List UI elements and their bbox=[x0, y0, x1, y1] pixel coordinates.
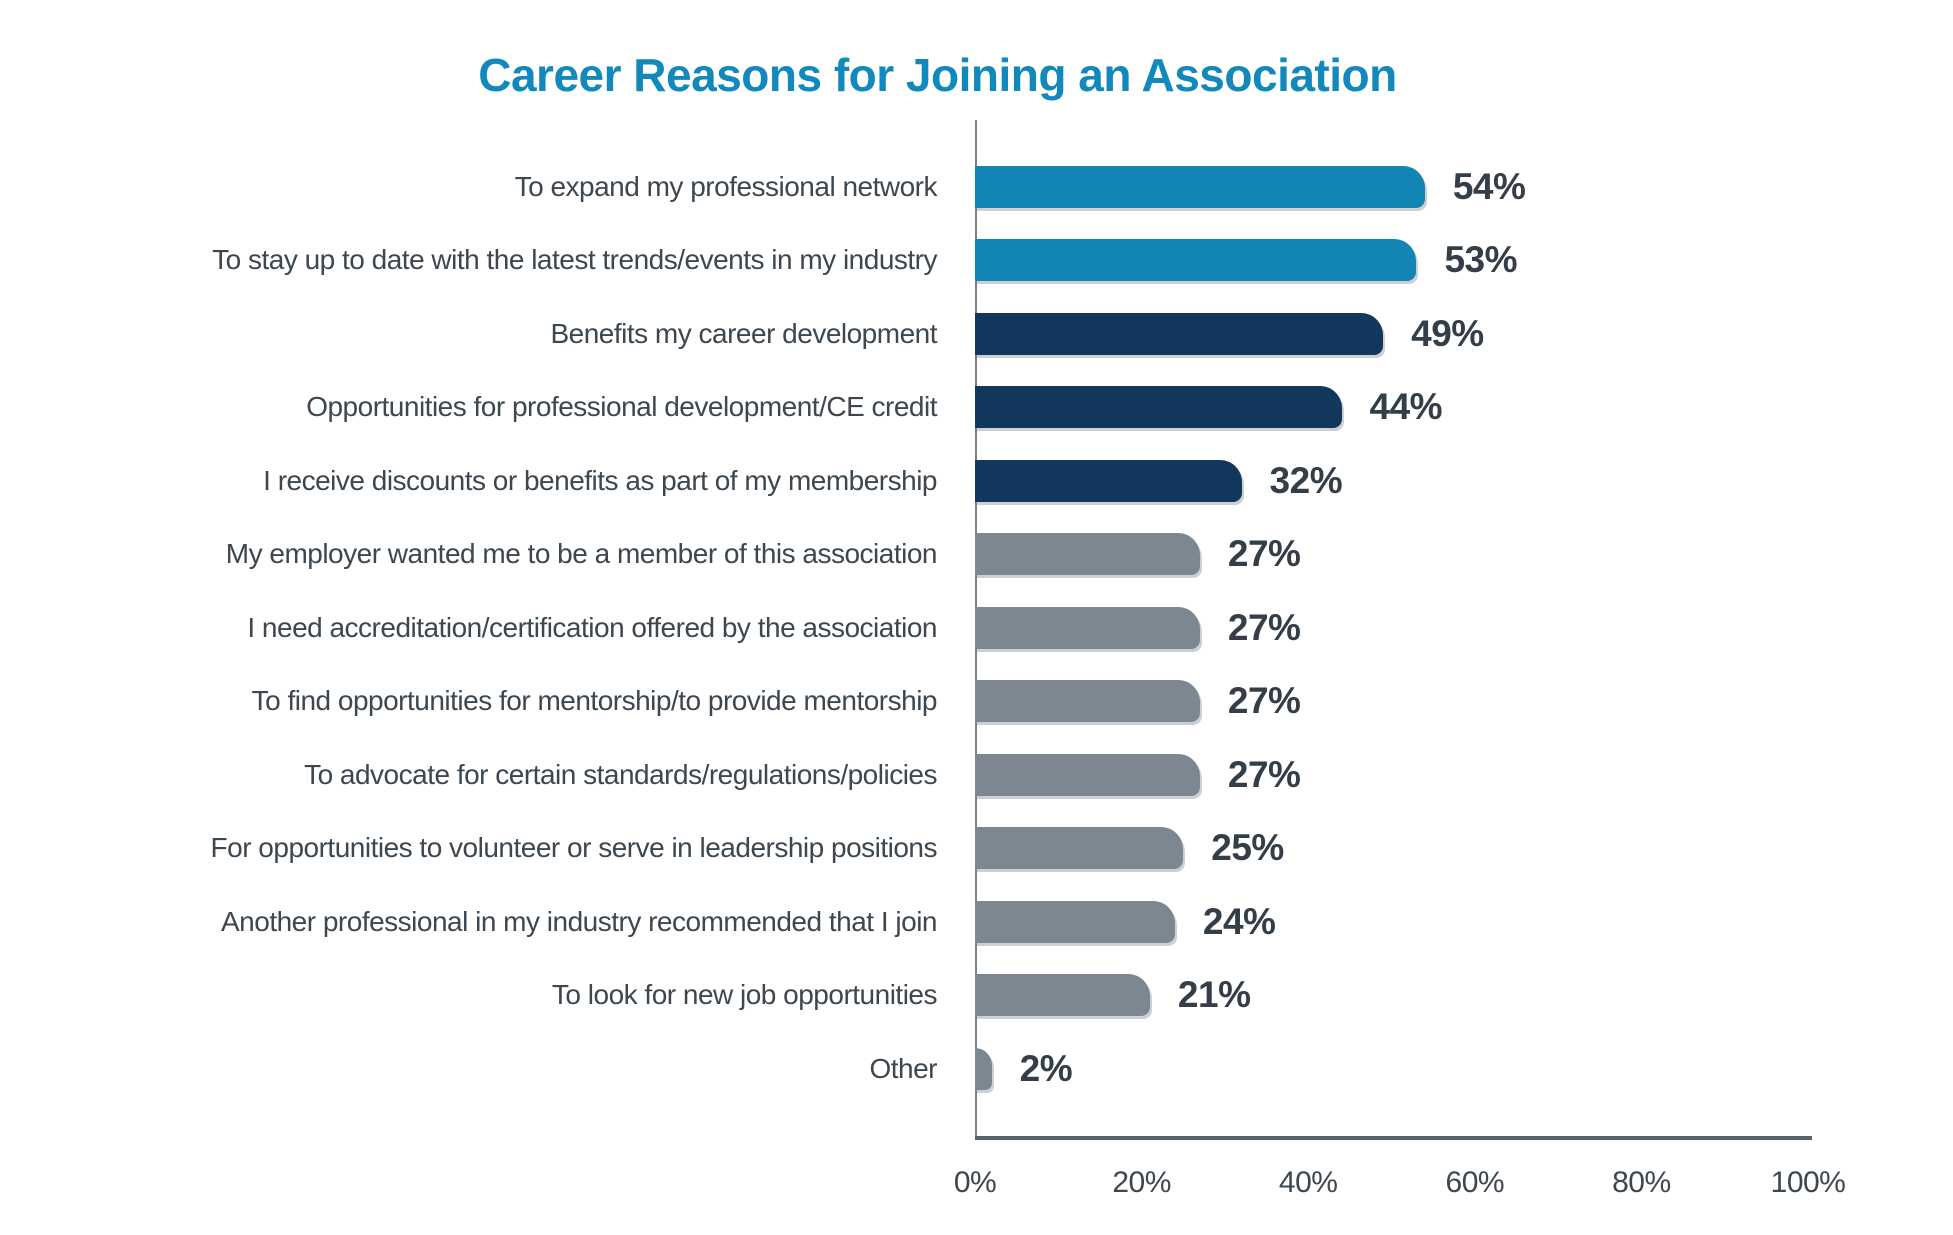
axis-tick-label: 20% bbox=[1112, 1166, 1171, 1199]
value-label: 27% bbox=[1227, 753, 1301, 795]
bar bbox=[975, 606, 1200, 649]
bar bbox=[975, 165, 1425, 208]
category-label: My employer wanted me to be a member of … bbox=[225, 538, 938, 570]
value-label: 21% bbox=[1177, 974, 1251, 1016]
bar bbox=[975, 312, 1384, 355]
bar bbox=[975, 974, 1150, 1017]
category-label: I receive discounts or benefits as part … bbox=[263, 464, 937, 496]
value-label: 2% bbox=[1019, 1047, 1073, 1089]
category-label: To find opportunities for mentorship/to … bbox=[251, 685, 938, 717]
bar-cell: 32% bbox=[975, 444, 1953, 518]
plot-area: To expand my professional network 54% To s… bbox=[0, 120, 1953, 1235]
bar-row: To find opportunities for mentorship/to … bbox=[0, 665, 1953, 739]
bar-cell: 27% bbox=[975, 738, 1953, 812]
value-label: 54% bbox=[1452, 165, 1526, 207]
bar-cell: 24% bbox=[975, 885, 1953, 959]
bar-row: My employer wanted me to be a member of … bbox=[0, 518, 1953, 592]
value-label: 25% bbox=[1211, 827, 1284, 869]
bar-row: Another professional in my industry reco… bbox=[0, 885, 1953, 959]
category-label: To expand my professional network bbox=[514, 170, 938, 202]
bar bbox=[975, 900, 1175, 943]
category-label: To look for new job opportunities bbox=[551, 979, 938, 1011]
bar-row: To expand my professional network 54% bbox=[0, 150, 1953, 224]
value-label: 24% bbox=[1202, 900, 1276, 942]
category-label: Another professional in my industry reco… bbox=[221, 905, 938, 937]
axis-tick-label: 0% bbox=[953, 1166, 997, 1199]
value-label: 27% bbox=[1227, 680, 1301, 722]
bar-cell: 25% bbox=[975, 812, 1953, 886]
category-label: To stay up to date with the latest trend… bbox=[212, 244, 937, 276]
axis-tick-label: 80% bbox=[1612, 1166, 1671, 1199]
axis-tick-label: 40% bbox=[1278, 1166, 1338, 1199]
value-label: 53% bbox=[1444, 239, 1518, 281]
bar bbox=[975, 1047, 992, 1090]
value-label: 27% bbox=[1227, 606, 1301, 648]
bar-row: To stay up to date with the latest trend… bbox=[0, 224, 1953, 298]
bar-cell: 21% bbox=[975, 959, 1953, 1033]
bar-row: I receive discounts or benefits as part … bbox=[0, 444, 1953, 518]
bar bbox=[975, 459, 1242, 502]
x-axis-line bbox=[975, 1136, 1812, 1140]
bar-cell: 27% bbox=[975, 665, 1953, 739]
bar-row: To look for new job opportunities 21% bbox=[0, 959, 1953, 1033]
x-axis-ticks: 0% 20% 40% 60% 80% 100% bbox=[0, 1166, 1953, 1206]
bar-cell: 49% bbox=[975, 297, 1953, 371]
category-label: Other bbox=[869, 1052, 937, 1084]
bar-row: I need accreditation/certification offer… bbox=[0, 591, 1953, 665]
bar-row: Opportunities for professional developme… bbox=[0, 371, 1953, 445]
category-label: Opportunities for professional developme… bbox=[306, 391, 937, 423]
value-label: 32% bbox=[1269, 459, 1343, 501]
axis-tick-label: 100% bbox=[1770, 1166, 1846, 1199]
value-label: 49% bbox=[1411, 312, 1484, 354]
bar-cell: 27% bbox=[975, 591, 1953, 665]
chart-title: Career Reasons for Joining an Associatio… bbox=[478, 49, 1397, 101]
bar-row: For opportunities to volunteer or serve … bbox=[0, 812, 1953, 886]
bar-rows: To expand my professional network 54% To s… bbox=[0, 150, 1953, 1106]
value-label: 27% bbox=[1227, 533, 1301, 575]
category-label: To advocate for certain standards/regula… bbox=[304, 758, 937, 790]
bar bbox=[975, 533, 1200, 576]
bar-row: Other 2% bbox=[0, 1032, 1953, 1106]
bar-cell: 27% bbox=[975, 518, 1953, 592]
category-label: I need accreditation/certification offer… bbox=[247, 611, 937, 643]
category-label: For opportunities to volunteer or serve … bbox=[210, 832, 938, 864]
axis-tick-label: 60% bbox=[1445, 1166, 1505, 1199]
category-label: Benefits my career development bbox=[550, 317, 937, 349]
bar-cell: 2% bbox=[975, 1032, 1953, 1106]
bar bbox=[975, 680, 1200, 723]
value-label: 44% bbox=[1369, 386, 1443, 428]
bar-row: Benefits my career development 49% bbox=[0, 297, 1953, 371]
bar bbox=[975, 386, 1342, 429]
bar bbox=[975, 827, 1184, 870]
bar bbox=[975, 753, 1200, 796]
bar-cell: 54% bbox=[975, 150, 1953, 224]
bar-cell: 53% bbox=[975, 224, 1953, 298]
bar-cell: 44% bbox=[975, 371, 1953, 445]
bar bbox=[975, 239, 1417, 282]
bar-row: To advocate for certain standards/regula… bbox=[0, 738, 1953, 812]
